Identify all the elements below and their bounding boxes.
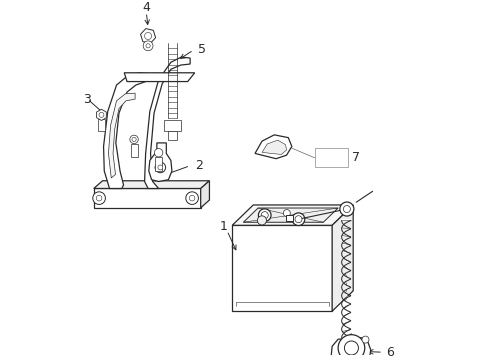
Circle shape	[292, 213, 304, 225]
Bar	[163, 121, 181, 131]
Circle shape	[154, 149, 163, 157]
Polygon shape	[98, 119, 105, 131]
Polygon shape	[94, 189, 200, 208]
Circle shape	[344, 341, 358, 355]
Polygon shape	[262, 140, 286, 154]
Circle shape	[144, 32, 151, 40]
Polygon shape	[232, 225, 331, 311]
Polygon shape	[124, 73, 194, 82]
Circle shape	[146, 44, 150, 48]
Circle shape	[294, 216, 302, 223]
Circle shape	[143, 41, 153, 51]
Polygon shape	[330, 337, 370, 360]
Bar	[285, 215, 292, 221]
Circle shape	[261, 212, 268, 219]
Text: 6: 6	[386, 346, 393, 359]
Circle shape	[96, 195, 102, 201]
Polygon shape	[148, 143, 172, 181]
Circle shape	[130, 135, 138, 144]
Circle shape	[283, 210, 290, 217]
Circle shape	[155, 162, 165, 173]
Polygon shape	[130, 144, 137, 157]
Circle shape	[258, 209, 270, 221]
Text: 1: 1	[219, 220, 227, 233]
Bar	[314, 148, 347, 167]
Circle shape	[99, 112, 103, 117]
Circle shape	[185, 192, 198, 204]
Text: 2: 2	[195, 159, 203, 172]
Polygon shape	[255, 135, 291, 159]
Circle shape	[343, 206, 350, 212]
Polygon shape	[144, 57, 190, 189]
Polygon shape	[155, 157, 162, 171]
Polygon shape	[94, 181, 209, 189]
Circle shape	[337, 335, 364, 360]
Text: 4: 4	[142, 1, 150, 14]
Circle shape	[132, 137, 136, 141]
Polygon shape	[331, 205, 352, 311]
Circle shape	[93, 192, 105, 204]
Polygon shape	[108, 93, 135, 178]
Text: 7: 7	[351, 151, 359, 164]
Circle shape	[189, 195, 195, 201]
Polygon shape	[200, 181, 209, 208]
Text: 3: 3	[82, 93, 90, 105]
Bar	[168, 131, 177, 140]
Polygon shape	[232, 205, 352, 225]
Circle shape	[361, 336, 368, 343]
Polygon shape	[243, 208, 337, 222]
Circle shape	[158, 165, 163, 170]
Circle shape	[339, 202, 353, 216]
Circle shape	[257, 216, 266, 225]
Polygon shape	[103, 73, 146, 189]
Text: 5: 5	[198, 43, 205, 56]
